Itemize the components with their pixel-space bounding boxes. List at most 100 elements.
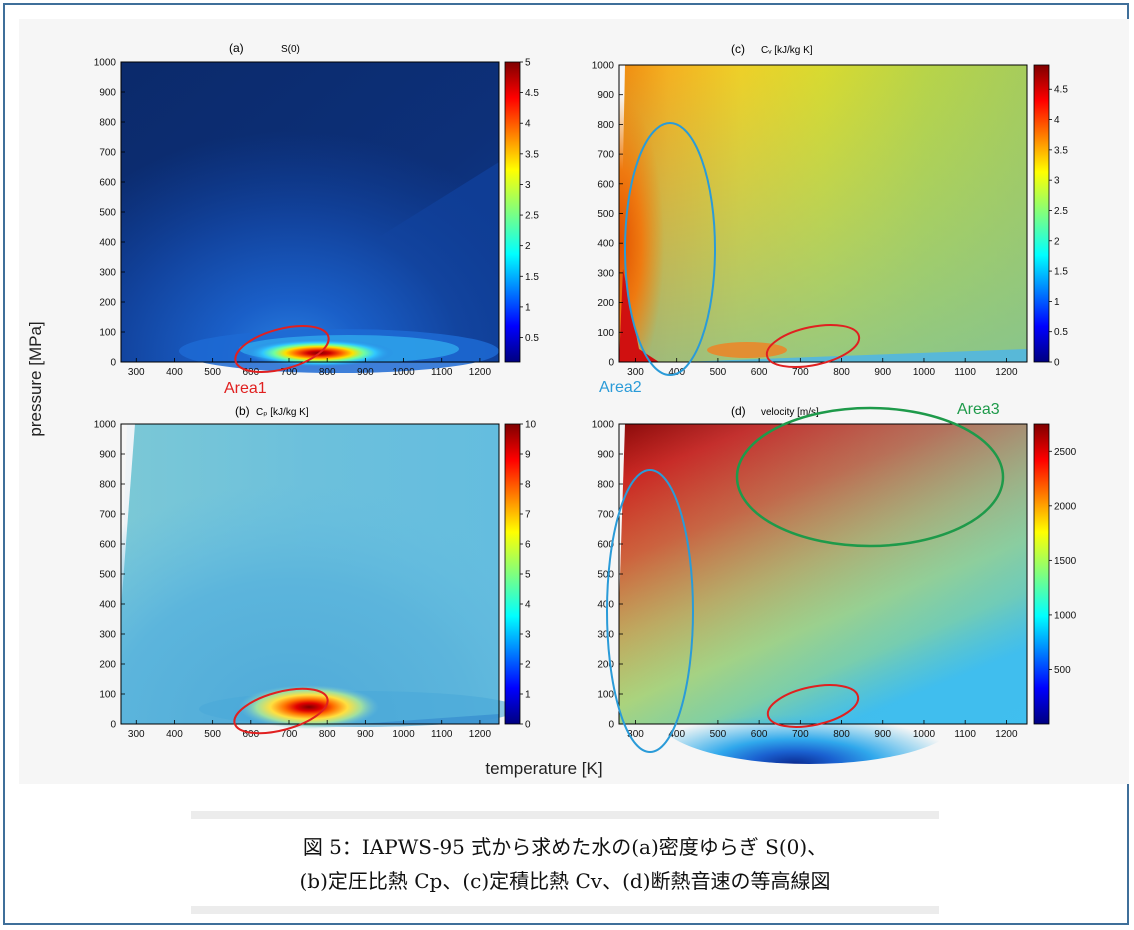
panel-c-colorbar [1033, 64, 1050, 363]
caption-line-2: (b)定圧比熱 Cp、(c)定積比熱 Cv、(d)断熱音速の等高線図 [299, 869, 831, 893]
panel-d-x-tick-label: 400 [668, 729, 685, 740]
panel-b-colorbar-tick-label: 0 [525, 720, 531, 731]
panel-c-y-tick-label: 700 [597, 150, 614, 161]
panel-a-x-tick-label: 300 [128, 367, 145, 378]
panel-a-y-tick-label: 100 [99, 328, 116, 339]
panel-b-colorbar-ticks: 0 1 2 3 4 5 6 7 8 9 10 [520, 420, 537, 731]
panel-c-x-tick-label: 300 [627, 367, 644, 378]
panel-a-y-tick-label: 0 [110, 358, 116, 369]
panel-d-y-tick-label: 500 [597, 570, 614, 581]
panel-d-x-tick-label: 1200 [995, 729, 1018, 740]
panel-b-y-tick-label: 0 [110, 720, 116, 731]
panel-c-y-tick-label: 800 [597, 120, 614, 131]
panel-b: (b) Cₚ [kJ/kg K] 300 400 500 600 700 800 900 10… [94, 404, 537, 740]
panel-b-title: Cₚ [kJ/kg K] [256, 407, 309, 418]
panel-c-colorbar-tick-label: 4.5 [1054, 85, 1068, 96]
panel-b-colorbar-tick-label: 9 [525, 450, 531, 461]
panel-d-colorbar-tick-label: 1500 [1054, 556, 1077, 567]
panel-c-x-tick-label: 1100 [954, 367, 976, 378]
panel-c-x-tick-label: 1200 [995, 367, 1018, 378]
panel-a-colorbar-tick-label: 1 [525, 302, 531, 313]
panel-b-y-tick-label: 600 [99, 540, 116, 551]
panel-c-x-tick-label: 500 [710, 367, 727, 378]
panel-b-y-tick-label: 200 [99, 660, 116, 671]
panel-a-colorbar-tick-label: 3.5 [525, 149, 539, 160]
panel-b-colorbar-tick-label: 8 [525, 480, 531, 491]
panel-a-x-tick-label: 800 [319, 367, 336, 378]
panel-b-colorbar [504, 423, 521, 725]
panel-d-y-tick-label: 700 [597, 510, 614, 521]
figure-frame: pressure [MPa] temperature [K] (a) S(0) … [3, 3, 1129, 925]
panel-d-y-tick-label: 400 [597, 600, 614, 611]
panel-a-colorbar-tick-label: 4 [525, 119, 531, 130]
panel-a-x-tick-label: 1100 [431, 367, 453, 378]
panel-b-y-ticks: 0 100 200 300 400 500 600 700 800 900 1000 [94, 420, 125, 731]
panel-c-colorbar-tick-label: 3 [1054, 176, 1060, 187]
panel-b-y-tick-label: 1000 [94, 420, 117, 431]
panel-d-colorbar-tick-label: 2000 [1054, 501, 1077, 512]
panel-d-x-tick-label: 700 [792, 729, 809, 740]
panel-b-colorbar-tick-label: 3 [525, 630, 531, 641]
panel-d-plot [618, 423, 1028, 764]
panel-a-x-tick-label: 1000 [392, 367, 415, 378]
panel-b-x-tick-label: 800 [319, 729, 336, 740]
panel-c-y-tick-label: 600 [597, 179, 614, 190]
panel-b-colorbar-tick-label: 5 [525, 570, 531, 581]
panel-d-x-tick-label: 1000 [913, 729, 936, 740]
panel-c-title: Cᵥ [kJ/kg K] [761, 45, 813, 56]
panel-c-x-tick-label: 600 [751, 367, 768, 378]
panel-d-blue-ellipse [606, 469, 694, 753]
panel-a-y-tick-label: 600 [99, 178, 116, 189]
panel-a-y-tick-label: 400 [99, 238, 116, 249]
panel-d-x-tick-label: 600 [751, 729, 768, 740]
panel-d-y-tick-label: 900 [597, 450, 614, 461]
panel-b-y-tick-label: 800 [99, 480, 116, 491]
panel-c-plot [618, 64, 1028, 363]
panel-d-y-tick-label: 600 [597, 540, 614, 551]
panel-d-red-ellipse [766, 684, 860, 728]
panel-b-plot [120, 423, 519, 729]
panel-b-y-tick-label: 400 [99, 600, 116, 611]
caption-bottom-bar [191, 906, 939, 914]
panel-c-colorbar-ticks: 0 0.5 1 1.5 2 2.5 3 3.5 4 4.5 [1049, 85, 1068, 369]
panel-c-label: (c) [731, 42, 745, 56]
panel-b-y-tick-label: 100 [99, 690, 116, 701]
panel-d-y-tick-label: 300 [597, 630, 614, 641]
panel-a-colorbar-tick-label: 2 [525, 241, 531, 252]
panel-a-y-tick-label: 300 [99, 268, 116, 279]
panel-c-y-tick-label: 1000 [592, 61, 615, 72]
panel-a-y-tick-label: 800 [99, 118, 116, 129]
area3-ellipse [735, 406, 1005, 548]
figure-area: pressure [MPa] temperature [K] (a) S(0) … [19, 19, 1129, 784]
panel-c-colorbar-tick-label: 2 [1054, 236, 1060, 247]
panel-c-y-tick-label: 300 [597, 268, 614, 279]
panel-a-x-tick-label: 400 [166, 367, 183, 378]
panel-a: (a) S(0) 300 400 500 600 700 800 900 1000 1100 12… [94, 41, 540, 397]
panel-d-y-tick-label: 100 [597, 690, 614, 701]
panel-b-x-tick-label: 900 [357, 729, 374, 740]
panel-b-y-tick-label: 300 [99, 630, 116, 641]
panel-a-colorbar-tick-label: 0.5 [525, 333, 539, 344]
x-axis-label: temperature [K] [485, 759, 602, 778]
panel-b-x-ticks: 300 400 500 600 700 800 900 1000 1100 1200 [128, 720, 492, 740]
panel-d-colorbar-tick-label: 500 [1054, 665, 1071, 676]
panel-a-y-ticks: 0 100 200 300 400 500 600 700 800 900 1000 [94, 58, 125, 369]
area1-label: Area1 [224, 380, 267, 397]
panel-a-colorbar-tick-label: 3 [525, 180, 531, 191]
panel-b-colorbar-tick-label: 1 [525, 690, 531, 701]
panel-d-colorbar-tick-label: 1000 [1054, 610, 1077, 621]
figure-caption: 図 5：IAPWS-95 式から求めた水の(a)密度ゆらぎ S(0)、 (b)定… [191, 830, 939, 898]
panel-b-red-ellipse [233, 687, 329, 735]
panel-a-y-tick-label: 1000 [94, 58, 117, 69]
y-axis-label: pressure [MPa] [26, 321, 45, 436]
panel-d-colorbar-ticks: 500 1000 1500 2000 2500 [1049, 447, 1077, 676]
panel-b-x-tick-label: 700 [281, 729, 298, 740]
panel-b-x-tick-label: 1200 [469, 729, 492, 740]
panel-c: (c) Cᵥ [kJ/kg K] 300 400 500 600 700 800 900 10… [592, 42, 1069, 396]
panel-c-colorbar-tick-label: 0.5 [1054, 327, 1068, 338]
panel-b-x-tick-label: 1000 [392, 729, 415, 740]
panel-a-colorbar [504, 61, 521, 363]
panel-b-x-tick-label: 400 [166, 729, 183, 740]
panel-c-colorbar-tick-label: 4 [1054, 115, 1060, 126]
panel-a-colorbar-tick-label: 2.5 [525, 211, 539, 222]
